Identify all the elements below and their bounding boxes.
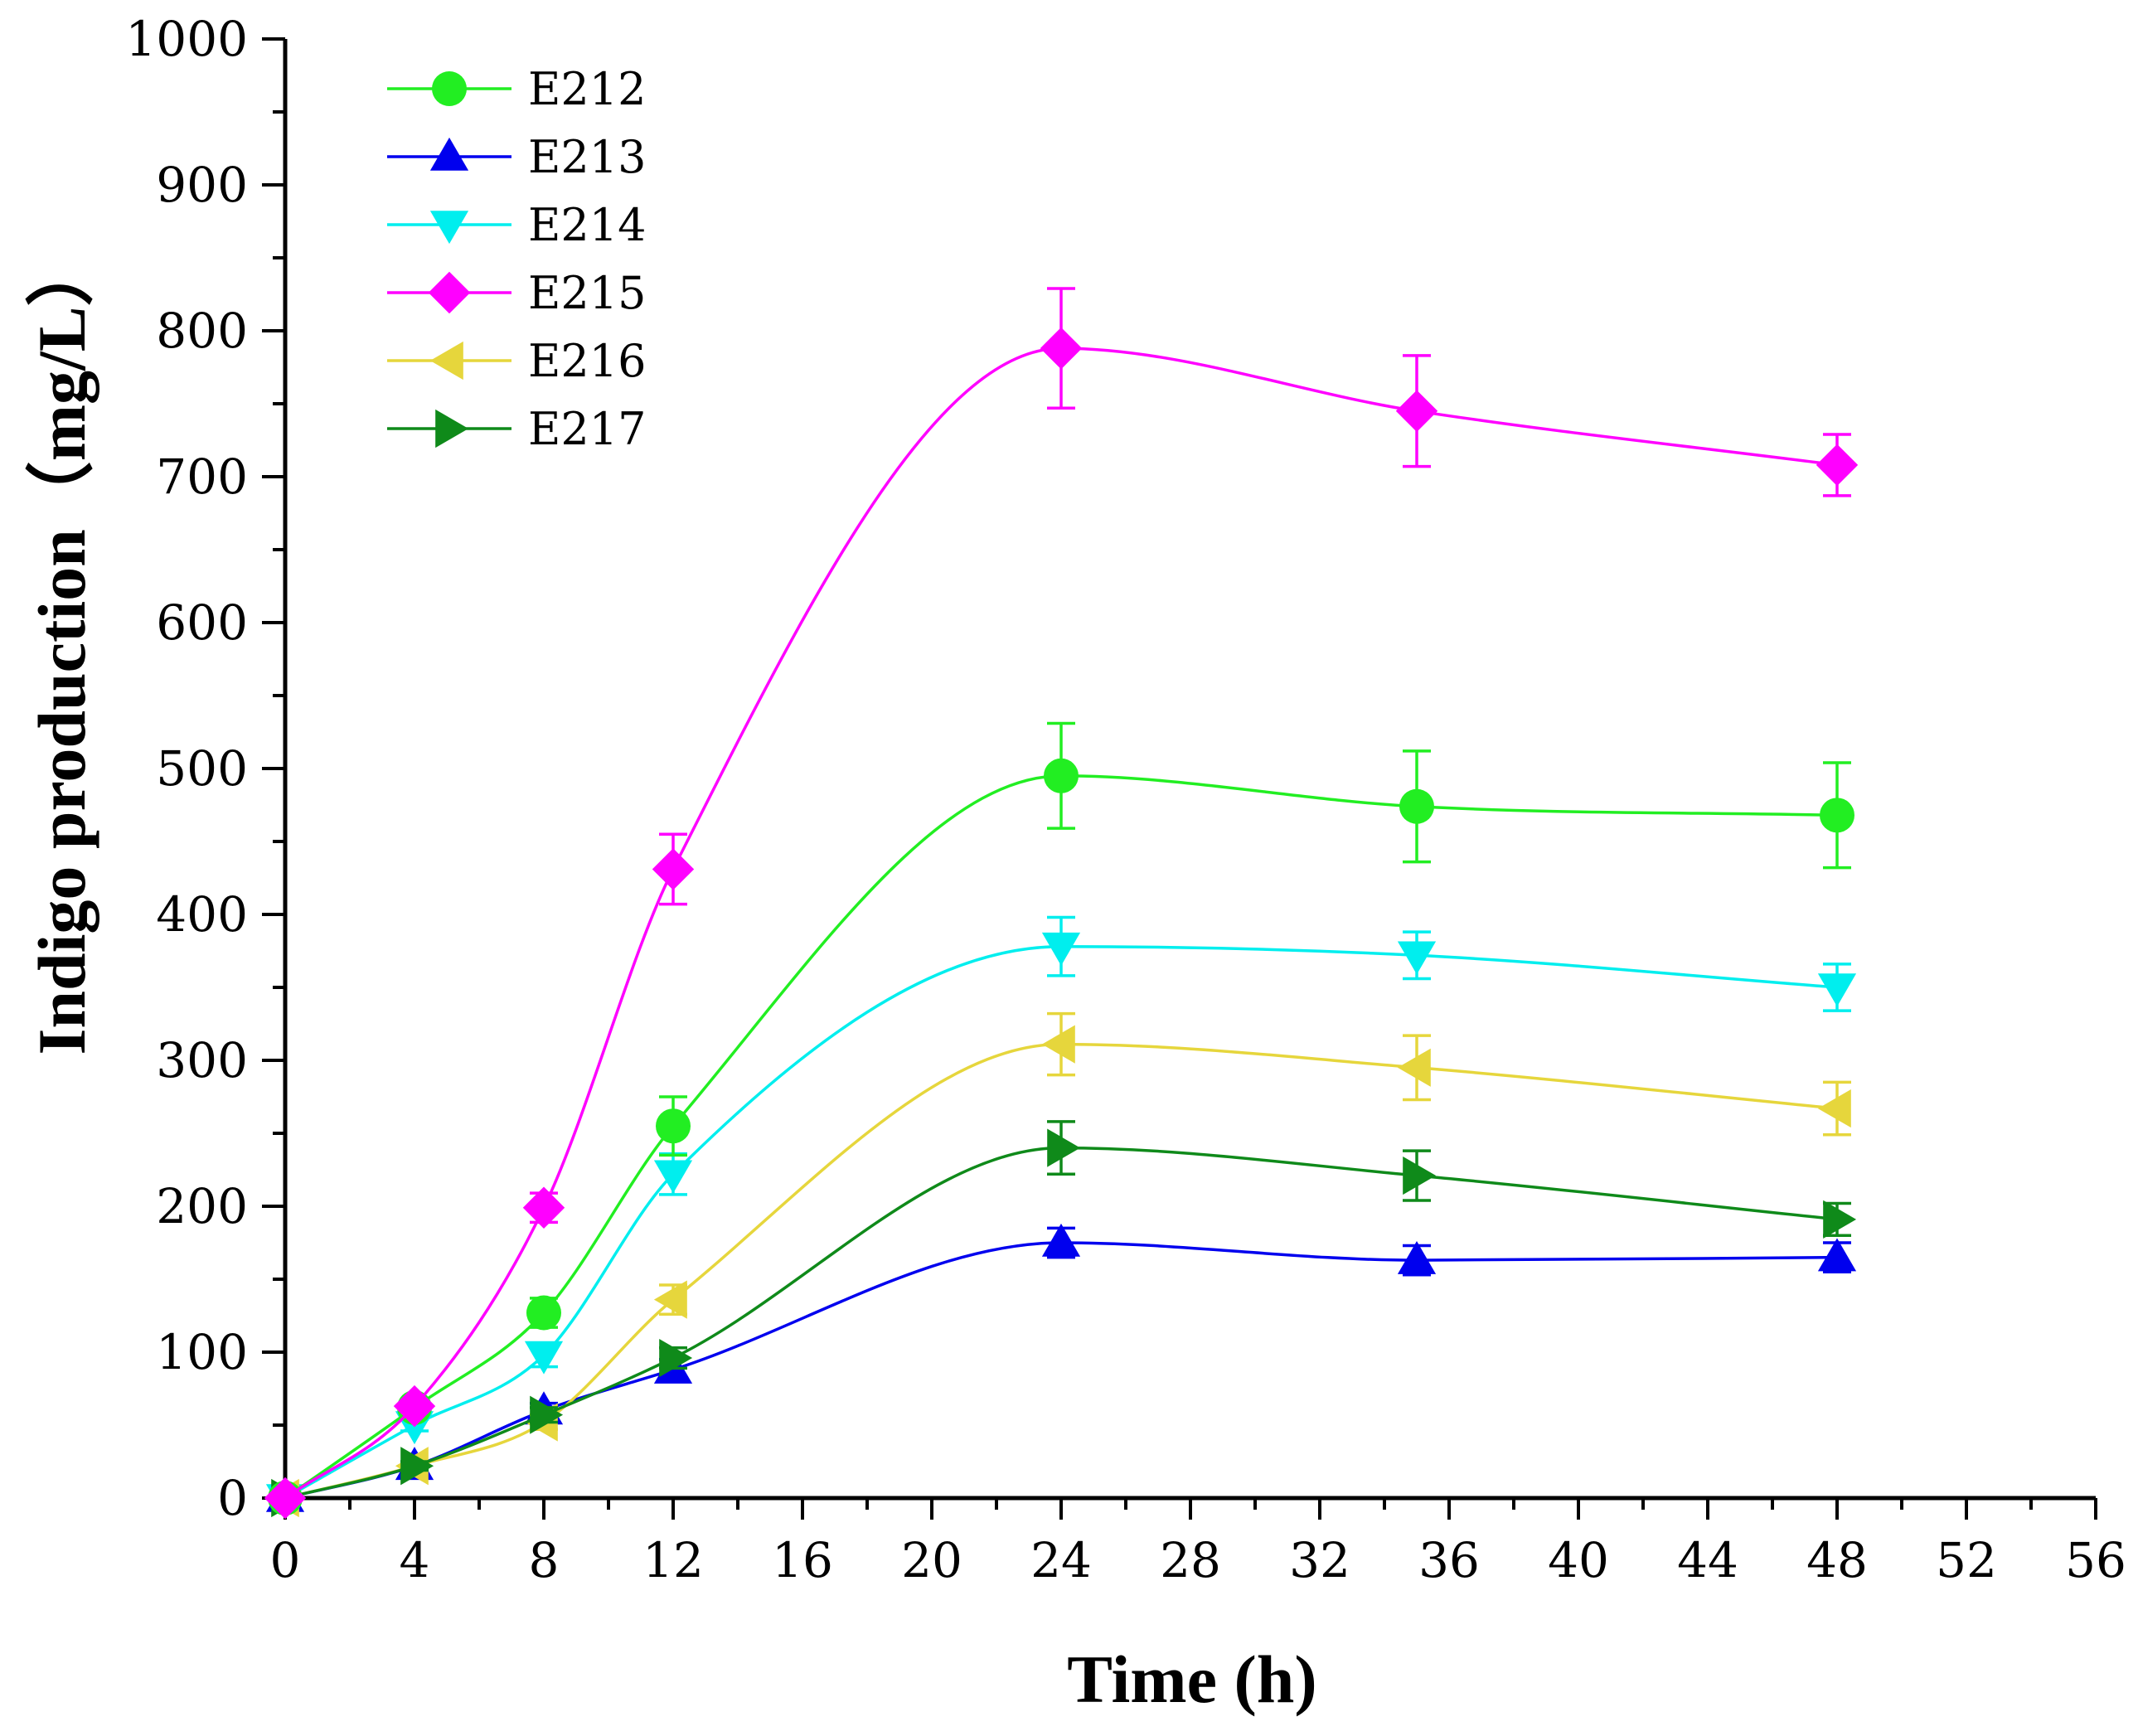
- legend-label: E216: [528, 335, 647, 387]
- data-point: [1399, 788, 1434, 824]
- data-point: [653, 1280, 687, 1319]
- y-axis-title: Indigo production（mg/L）: [24, 238, 99, 1055]
- x-tick-label: 4: [400, 1532, 430, 1588]
- data-point: [1047, 1128, 1081, 1167]
- y-tick-label: 1000: [125, 11, 248, 67]
- series-line: [284, 1042, 1838, 1500]
- data-point: [1040, 327, 1083, 370]
- data-point: [264, 1477, 307, 1520]
- series-line: [284, 1146, 1838, 1500]
- x-tick-label: 20: [901, 1532, 962, 1588]
- x-tick-label: 12: [642, 1532, 704, 1588]
- legend-label: E214: [528, 199, 647, 251]
- series-layer: [264, 287, 1859, 1520]
- x-tick-label: 8: [529, 1532, 560, 1588]
- series-e216: [265, 1011, 1851, 1518]
- data-point: [1817, 1089, 1851, 1128]
- y-tick-label: 300: [156, 1032, 248, 1089]
- y-tick-label: 600: [156, 594, 248, 651]
- y-tick-label: 800: [156, 303, 248, 359]
- x-tick-label: 56: [2065, 1532, 2126, 1588]
- x-tick-label: 24: [1030, 1532, 1092, 1588]
- series-e212: [268, 721, 1854, 1515]
- data-point: [1817, 1238, 1857, 1272]
- legend-label: E215: [528, 267, 647, 319]
- series-e213: [265, 1223, 1857, 1512]
- legend-label: E213: [528, 131, 647, 183]
- y-tick-label: 100: [156, 1324, 248, 1380]
- data-point: [1395, 390, 1438, 432]
- legend-item-e213: E213: [387, 131, 647, 183]
- data-point: [400, 1447, 434, 1486]
- legend-marker: [429, 341, 463, 381]
- y-tick-label: 900: [156, 157, 248, 213]
- legend-item-e215: E215: [387, 267, 647, 319]
- legend-item-e214: E214: [387, 199, 647, 251]
- series-line: [284, 1241, 1838, 1500]
- data-point: [1041, 1223, 1081, 1257]
- data-point: [1817, 973, 1857, 1007]
- legend-marker: [429, 137, 469, 171]
- data-point: [653, 1160, 693, 1194]
- data-point: [1397, 1048, 1431, 1087]
- legend-item-e216: E216: [387, 335, 647, 387]
- y-tick-label: 500: [156, 740, 248, 797]
- data-point: [1041, 1025, 1075, 1064]
- legend-item-e217: E217: [387, 403, 647, 455]
- data-point: [1041, 932, 1081, 966]
- x-tick-label: 0: [270, 1532, 301, 1588]
- x-tick-label: 48: [1806, 1532, 1868, 1588]
- data-point: [393, 1384, 436, 1428]
- x-tick-label: 28: [1160, 1532, 1221, 1588]
- data-point: [522, 1186, 565, 1229]
- x-axis-title: Time (h): [1067, 1641, 1316, 1717]
- x-tick-label: 40: [1548, 1532, 1609, 1588]
- x-tick-label: 36: [1418, 1532, 1480, 1588]
- legend-marker: [428, 271, 471, 314]
- legend-marker: [435, 409, 469, 449]
- data-point: [1397, 1241, 1437, 1274]
- axes: 0 4 8 12 16 20 24 28 32 36 40 44 48 52 560100200300400…: [125, 11, 2126, 1588]
- x-tick-label: 32: [1289, 1532, 1350, 1588]
- data-point: [1816, 444, 1859, 487]
- y-tick-label: 700: [156, 449, 248, 505]
- data-point: [524, 1341, 564, 1375]
- data-point: [526, 1295, 561, 1331]
- data-point: [656, 1108, 691, 1144]
- data-point: [659, 1338, 693, 1378]
- x-tick-label: 16: [772, 1532, 833, 1588]
- y-tick-label: 400: [156, 886, 248, 943]
- x-tick-label: 44: [1677, 1532, 1738, 1588]
- series-e217: [271, 1120, 1857, 1518]
- legend-item-e212: E212: [387, 63, 647, 115]
- legend-marker: [432, 71, 467, 106]
- y-tick-label: 0: [217, 1470, 248, 1526]
- series-line: [284, 944, 1838, 1500]
- legend-marker: [429, 211, 469, 245]
- data-point: [1397, 941, 1437, 975]
- data-point: [652, 848, 695, 890]
- legend: E212 E213 E214 E215 E216 E217: [387, 63, 647, 455]
- x-tick-label: 52: [1936, 1532, 1997, 1588]
- legend-label: E212: [528, 63, 647, 115]
- series-line: [284, 774, 1838, 1500]
- y-tick-label: 200: [156, 1178, 248, 1234]
- data-point: [1823, 1200, 1857, 1239]
- data-point: [530, 1395, 564, 1434]
- data-point: [1820, 798, 1854, 833]
- legend-label: E217: [528, 403, 647, 455]
- data-point: [1044, 758, 1079, 793]
- series-e215: [264, 287, 1859, 1520]
- data-point: [1403, 1156, 1437, 1195]
